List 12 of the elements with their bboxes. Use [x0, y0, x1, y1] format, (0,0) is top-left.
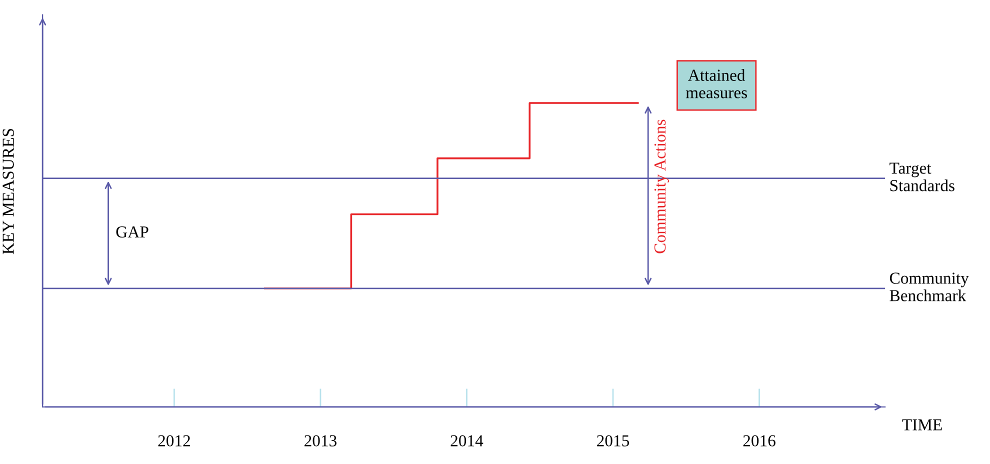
x-tick-label: 2015 — [597, 435, 630, 446]
ref-line-label: Target Standards — [890, 162, 954, 192]
x-axis-title: TIME — [902, 419, 942, 430]
annotation: Community Actions — [654, 120, 670, 254]
text: Attained measures — [686, 69, 747, 98]
x-tick-label: 2013 — [304, 435, 336, 446]
x-tick-label: 2012 — [158, 435, 190, 446]
ref-line-label: Community Benchmark — [890, 272, 969, 302]
x-tick-label: 2014 — [450, 435, 484, 446]
annotation: GAP — [116, 226, 148, 238]
x-tick-label: 2016 — [743, 435, 776, 446]
y-axis-title: KEY MEASURES — [2, 128, 14, 254]
